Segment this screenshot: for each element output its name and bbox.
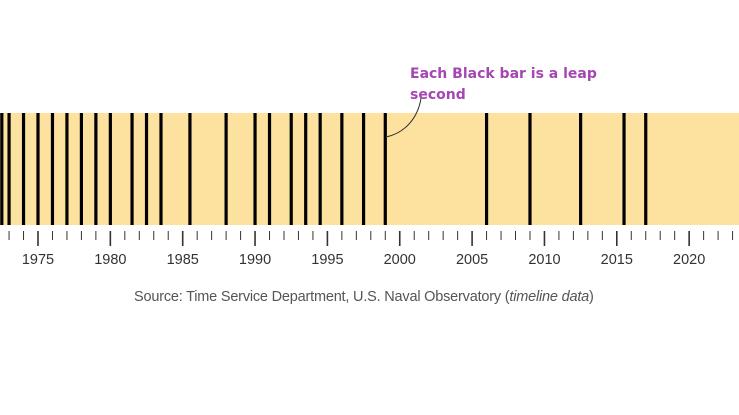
leap-second-bar bbox=[79, 113, 84, 225]
x-tick-label: 1980 bbox=[94, 252, 126, 268]
leap-second-bar bbox=[224, 113, 228, 225]
leap-second-bar bbox=[108, 113, 112, 225]
x-tick-label: 1995 bbox=[311, 252, 343, 268]
x-tick-label: 2020 bbox=[673, 252, 705, 268]
x-tick-label: 1975 bbox=[22, 252, 54, 268]
leap-second-bar bbox=[253, 113, 257, 225]
timeline-band bbox=[0, 113, 739, 225]
leap-second-bar bbox=[144, 113, 149, 225]
leap-second-bar bbox=[340, 113, 344, 225]
leap-second-bar bbox=[484, 113, 489, 225]
leap-second-bar bbox=[383, 113, 387, 225]
leap-second-bar bbox=[361, 113, 366, 225]
leap-second-bar bbox=[622, 113, 626, 225]
leap-second-bar bbox=[50, 113, 55, 225]
leap-second-bar bbox=[318, 113, 322, 225]
leap-second-bar bbox=[644, 113, 648, 225]
annotation-label: Each Black bar is a leap second bbox=[410, 66, 597, 103]
source-text: Source: Time Service Department, U.S. Na… bbox=[134, 289, 510, 305]
timeline-data-link[interactable]: timeline data bbox=[509, 289, 590, 305]
x-tick-label: 1990 bbox=[239, 252, 271, 268]
leap-second-bar bbox=[65, 113, 69, 225]
x-tick-label: 2005 bbox=[456, 252, 488, 268]
leap-second-bar bbox=[7, 113, 11, 225]
leap-second-bar bbox=[94, 113, 98, 225]
source-note: Source: Time Service Department, U.S. Na… bbox=[134, 289, 594, 305]
leap-second-bar bbox=[528, 113, 532, 225]
source-close: ) bbox=[589, 289, 594, 305]
x-tick-label: 2010 bbox=[528, 252, 560, 268]
leap-second-bar bbox=[130, 113, 134, 225]
annotation-leader-line bbox=[385, 97, 422, 138]
leap-second-bar bbox=[0, 113, 4, 225]
leap-second-bar bbox=[21, 113, 26, 225]
leap-second-bar bbox=[188, 113, 192, 225]
leap-second-bar bbox=[267, 113, 272, 225]
x-tick-label: 2000 bbox=[384, 252, 416, 268]
x-tick-label: 2015 bbox=[601, 252, 633, 268]
leap-second-bar bbox=[289, 113, 293, 225]
leap-second-bar bbox=[304, 113, 308, 225]
x-tick-label: 1985 bbox=[167, 252, 199, 268]
leap-second-bar bbox=[36, 113, 40, 225]
leap-second-bar bbox=[159, 113, 163, 225]
leap-second-bar bbox=[579, 113, 583, 225]
